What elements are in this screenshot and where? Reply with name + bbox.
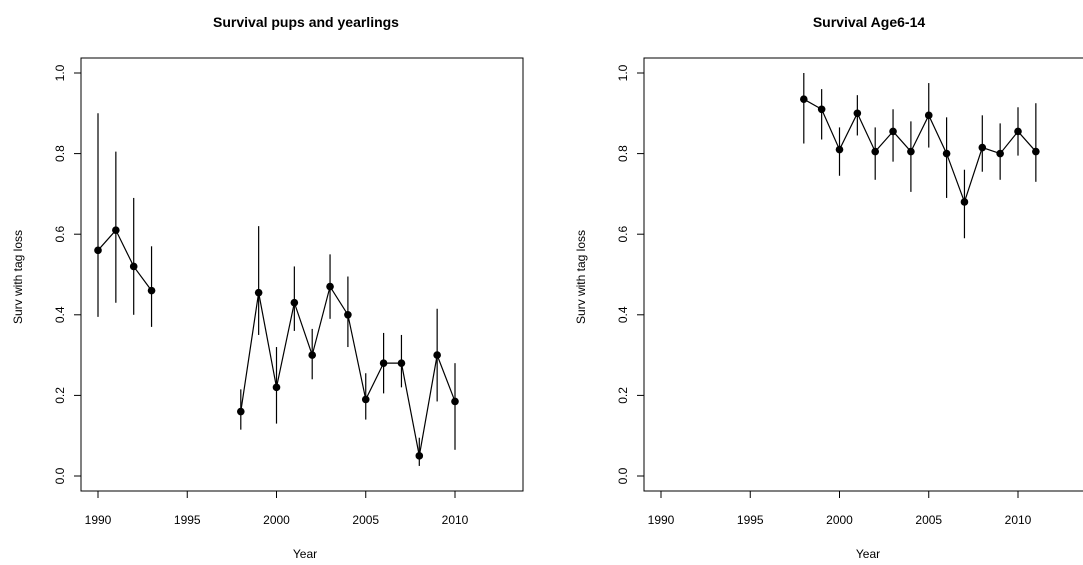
- data-point: [112, 226, 120, 234]
- data-point: [308, 351, 317, 359]
- y-axis-label: Surv with tag loss: [574, 230, 588, 324]
- data-point: [397, 359, 406, 367]
- data-point: [960, 198, 969, 206]
- data-point: [853, 109, 862, 118]
- x-axis-label: Year: [856, 547, 880, 561]
- data-point: [889, 127, 897, 136]
- x-tick-label: 2005: [352, 513, 379, 527]
- y-tick-label: 0.0: [53, 467, 67, 484]
- x-tick-label: 1995: [737, 513, 764, 527]
- data-point: [290, 298, 299, 307]
- x-tick-label: 2010: [1005, 513, 1032, 527]
- y-tick-label: 0.0: [616, 467, 630, 484]
- data-point: [924, 111, 933, 120]
- panel-pups-yearlings: Survival pups and yearlings Year Surv wi…: [11, 14, 524, 561]
- data-point: [996, 149, 1004, 158]
- y-tick-label: 1.0: [616, 64, 630, 81]
- chart-title: Survival Age6-14: [813, 14, 926, 30]
- data-point: [272, 383, 281, 392]
- y-tick-label: 0.8: [616, 145, 630, 162]
- x-tick-label: 1990: [648, 513, 675, 527]
- y-axis: 0.0 0.2 0.4 0.6 0.8 1.0: [616, 64, 645, 484]
- y-tick-label: 0.8: [53, 145, 67, 162]
- y-tick-label: 0.4: [616, 306, 630, 323]
- x-tick-label: 2010: [442, 513, 469, 527]
- data-point: [978, 143, 987, 152]
- data-point: [129, 262, 138, 271]
- series-marks: [800, 73, 1040, 239]
- data-point: [254, 288, 263, 297]
- y-tick-label: 0.2: [53, 387, 67, 404]
- data-point: [379, 359, 388, 367]
- y-tick-label: 0.4: [53, 306, 67, 323]
- data-point: [451, 397, 459, 406]
- x-axis-label: Year: [293, 547, 317, 561]
- chart-title: Survival pups and yearlings: [213, 14, 399, 30]
- data-point: [817, 105, 826, 114]
- x-tick-label: 1990: [85, 513, 112, 527]
- series-line: [97, 229, 153, 291]
- x-tick-label: 2000: [263, 513, 290, 527]
- data-point: [1014, 127, 1022, 136]
- series-marks: [94, 113, 459, 466]
- y-tick-label: 0.6: [53, 226, 67, 243]
- y-tick-label: 0.2: [616, 387, 630, 404]
- data-point: [147, 286, 156, 295]
- y-tick-label: 0.6: [616, 226, 630, 243]
- y-tick-label: 1.0: [53, 64, 67, 81]
- x-tick-label: 2000: [826, 513, 853, 527]
- plot-frame: [80, 57, 524, 492]
- x-axis: 1990 1995 2000 2005 2010: [85, 490, 469, 527]
- plot-frame: [643, 57, 1083, 492]
- y-axis-label: Surv with tag loss: [11, 230, 25, 324]
- data-point: [94, 246, 102, 255]
- data-point: [907, 147, 915, 156]
- data-point: [433, 351, 441, 359]
- data-point: [942, 149, 951, 158]
- data-point: [415, 452, 424, 460]
- data-point: [361, 395, 370, 404]
- x-axis: 1990 1995 2000 2005 2010: [648, 490, 1032, 527]
- data-point: [871, 147, 879, 156]
- data-point: [1032, 147, 1040, 156]
- panel-age6-14: Survival Age6-14 Year Surv with tag loss…: [574, 14, 1083, 561]
- data-point: [344, 311, 352, 319]
- data-point: [237, 407, 245, 416]
- data-point: [835, 145, 844, 154]
- data-point: [800, 95, 808, 103]
- y-axis: 0.0 0.2 0.4 0.6 0.8 1.0: [53, 64, 82, 484]
- x-tick-label: 1995: [174, 513, 201, 527]
- x-tick-label: 2005: [915, 513, 942, 527]
- data-point: [326, 282, 334, 291]
